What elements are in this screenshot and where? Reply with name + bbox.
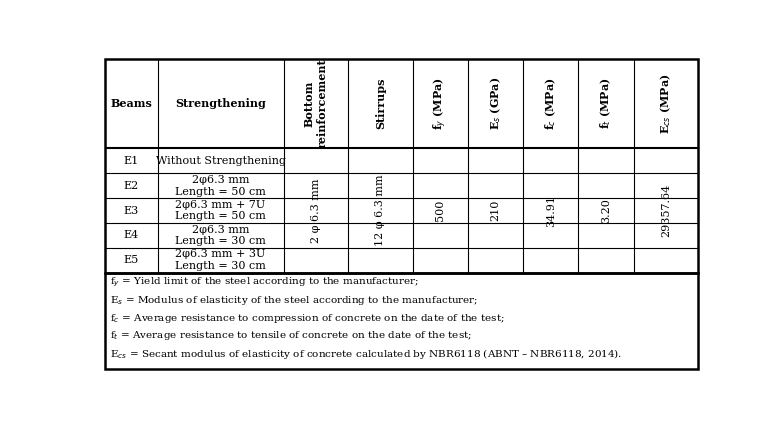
Text: E2: E2 — [124, 181, 139, 191]
Text: 29357.64: 29357.64 — [661, 184, 671, 237]
Text: f$_c$ = Average resistance to compression of concrete on the date of the test;: f$_c$ = Average resistance to compressio… — [110, 312, 505, 325]
Text: 12 φ 6.3 mm: 12 φ 6.3 mm — [376, 175, 385, 246]
Text: 2φ6.3 mm
Length = 50 cm: 2φ6.3 mm Length = 50 cm — [175, 175, 266, 197]
Text: E1: E1 — [124, 156, 139, 166]
Text: Strengthening: Strengthening — [175, 98, 266, 109]
Text: E$_{cs}$ = Secant modulus of elasticity of concrete calculated by NBR6118 (ABNT : E$_{cs}$ = Secant modulus of elasticity … — [110, 347, 622, 361]
Text: f$_y$ = Yield limit of the steel according to the manufacturer;: f$_y$ = Yield limit of the steel accordi… — [110, 276, 419, 289]
Text: E$_{cs}$ (MPa): E$_{cs}$ (MPa) — [659, 73, 673, 134]
Text: f$_c$ (MPa): f$_c$ (MPa) — [543, 77, 558, 130]
Text: 2φ6.3 mm + 7U
Length = 50 cm: 2φ6.3 mm + 7U Length = 50 cm — [175, 200, 266, 221]
Text: Without Strengthening: Without Strengthening — [155, 156, 285, 166]
Text: f$_t$ (MPa): f$_t$ (MPa) — [599, 78, 613, 129]
Text: Beams: Beams — [111, 98, 152, 109]
Text: Stirrups: Stirrups — [375, 78, 386, 129]
Text: E3: E3 — [124, 205, 139, 216]
Text: 500: 500 — [435, 200, 445, 221]
Text: 2 φ 6.3 mm: 2 φ 6.3 mm — [310, 178, 321, 243]
Text: E$_s$ (GPa): E$_s$ (GPa) — [488, 77, 503, 130]
Text: 2φ6.3 mm + 3U
Length = 30 cm: 2φ6.3 mm + 3U Length = 30 cm — [175, 249, 266, 271]
Text: f$_y$ (MPa): f$_y$ (MPa) — [431, 77, 449, 130]
Bar — [105, 272, 699, 369]
Text: 2φ6.3 mm
Length = 30 cm: 2φ6.3 mm Length = 30 cm — [175, 224, 266, 246]
Text: E5: E5 — [124, 255, 139, 265]
Text: f$_t$ = Average resistance to tensile of concrete on the date of the test;: f$_t$ = Average resistance to tensile of… — [110, 329, 472, 342]
Text: E4: E4 — [124, 230, 139, 240]
Text: 34.91: 34.91 — [546, 195, 556, 226]
Text: E$_s$ = Modulus of elasticity of the steel according to the manufacturer;: E$_s$ = Modulus of elasticity of the ste… — [110, 294, 478, 307]
Bar — [105, 59, 699, 272]
Text: 3.20: 3.20 — [601, 198, 612, 223]
Text: 210: 210 — [491, 200, 500, 221]
Text: Bottom
reinforcement: Bottom reinforcement — [304, 59, 328, 148]
